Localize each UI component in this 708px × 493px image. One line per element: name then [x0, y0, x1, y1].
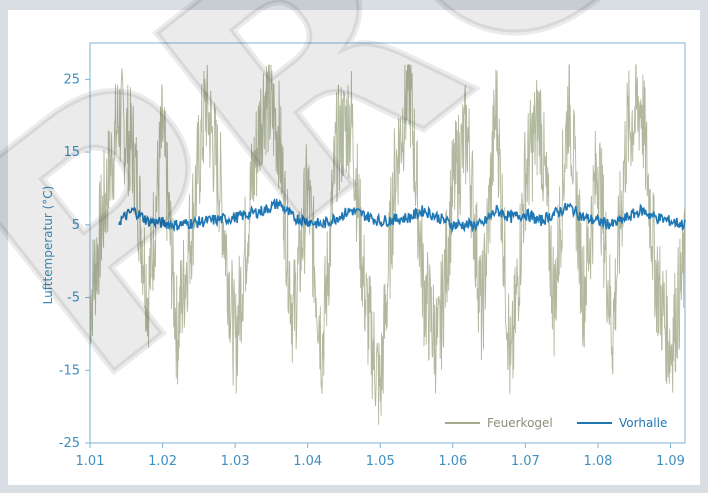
- x-tick-label: 1.02: [148, 454, 177, 469]
- plot-area: [89, 42, 686, 444]
- y-tick-label: 25: [63, 72, 80, 87]
- x-tick-label: 1.01: [76, 454, 105, 469]
- y-tick-label: -15: [59, 363, 80, 378]
- x-tick-label: 1.08: [583, 454, 612, 469]
- y-axis: 25 15 5 -5 -15 -25: [59, 72, 90, 451]
- x-tick-label: 1.06: [438, 454, 467, 469]
- legend-label-vorhalle: Vorhalle: [619, 416, 667, 430]
- legend: Feuerkogel Vorhalle: [445, 416, 667, 430]
- legend-label-feuerkogel: Feuerkogel: [487, 416, 553, 430]
- series-vorhalle: [118, 197, 686, 234]
- line-feuerkogel: [89, 64, 686, 425]
- x-tick-label: 1.05: [366, 454, 395, 469]
- y-axis-title: Lufttemperatur (°C): [41, 186, 55, 305]
- x-tick-label: 1.03: [221, 454, 250, 469]
- x-tick-label: 1.09: [656, 454, 685, 469]
- y-tick-label: -25: [59, 436, 80, 451]
- x-tick-label: 1.04: [293, 454, 322, 469]
- x-tick-label: 1.07: [511, 454, 540, 469]
- y-tick-label: -5: [67, 291, 80, 306]
- y-tick-label: 15: [63, 145, 80, 160]
- line-vorhalle: [118, 197, 686, 234]
- y-tick-label: 5: [72, 218, 80, 233]
- x-axis: 1.01 1.02 1.03 1.04 1.05 1.06 1.07 1.08 1.09: [76, 443, 685, 469]
- series-feuerkogel: [89, 64, 686, 425]
